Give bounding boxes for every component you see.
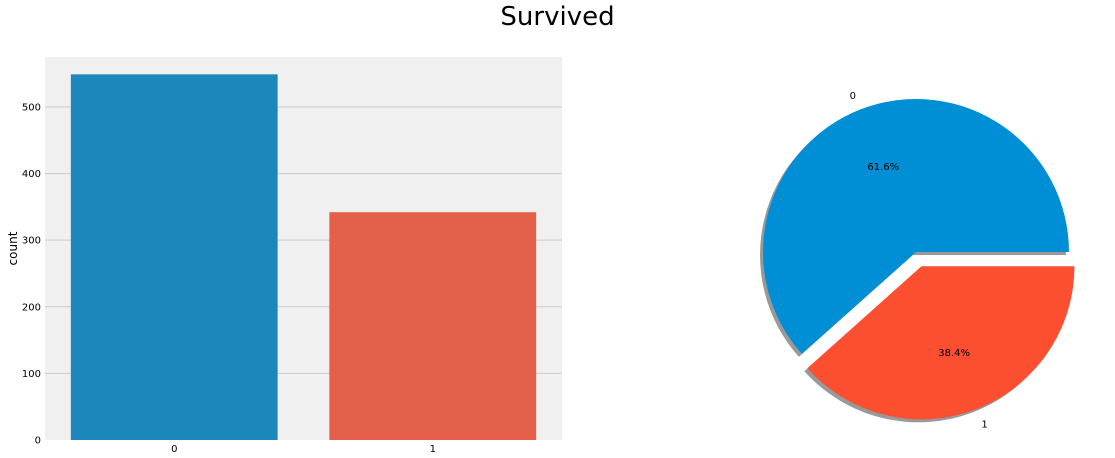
y-tick-label: 300 [22,236,41,247]
pie-slice-1 [807,266,1075,420]
x-tick-label: 1 [430,444,436,455]
bar-0 [70,74,278,440]
y-tick-label: 500 [22,102,41,113]
bar-1 [329,212,537,440]
pie-label: 0 [850,91,856,102]
x-tick-label: 0 [171,444,177,455]
y-tick-label: 100 [22,369,41,380]
figure-title: Survived [500,2,615,32]
y-axis-label: count [6,231,20,265]
y-tick-label: 0 [35,436,41,447]
pie-percent-label: 38.4% [938,348,970,359]
pie-label: 1 [981,420,987,431]
pie-percent-label: 61.6% [867,162,899,173]
pie-slice-0 [762,98,1069,354]
y-tick-label: 200 [22,302,41,313]
y-tick-label: 400 [22,169,41,180]
